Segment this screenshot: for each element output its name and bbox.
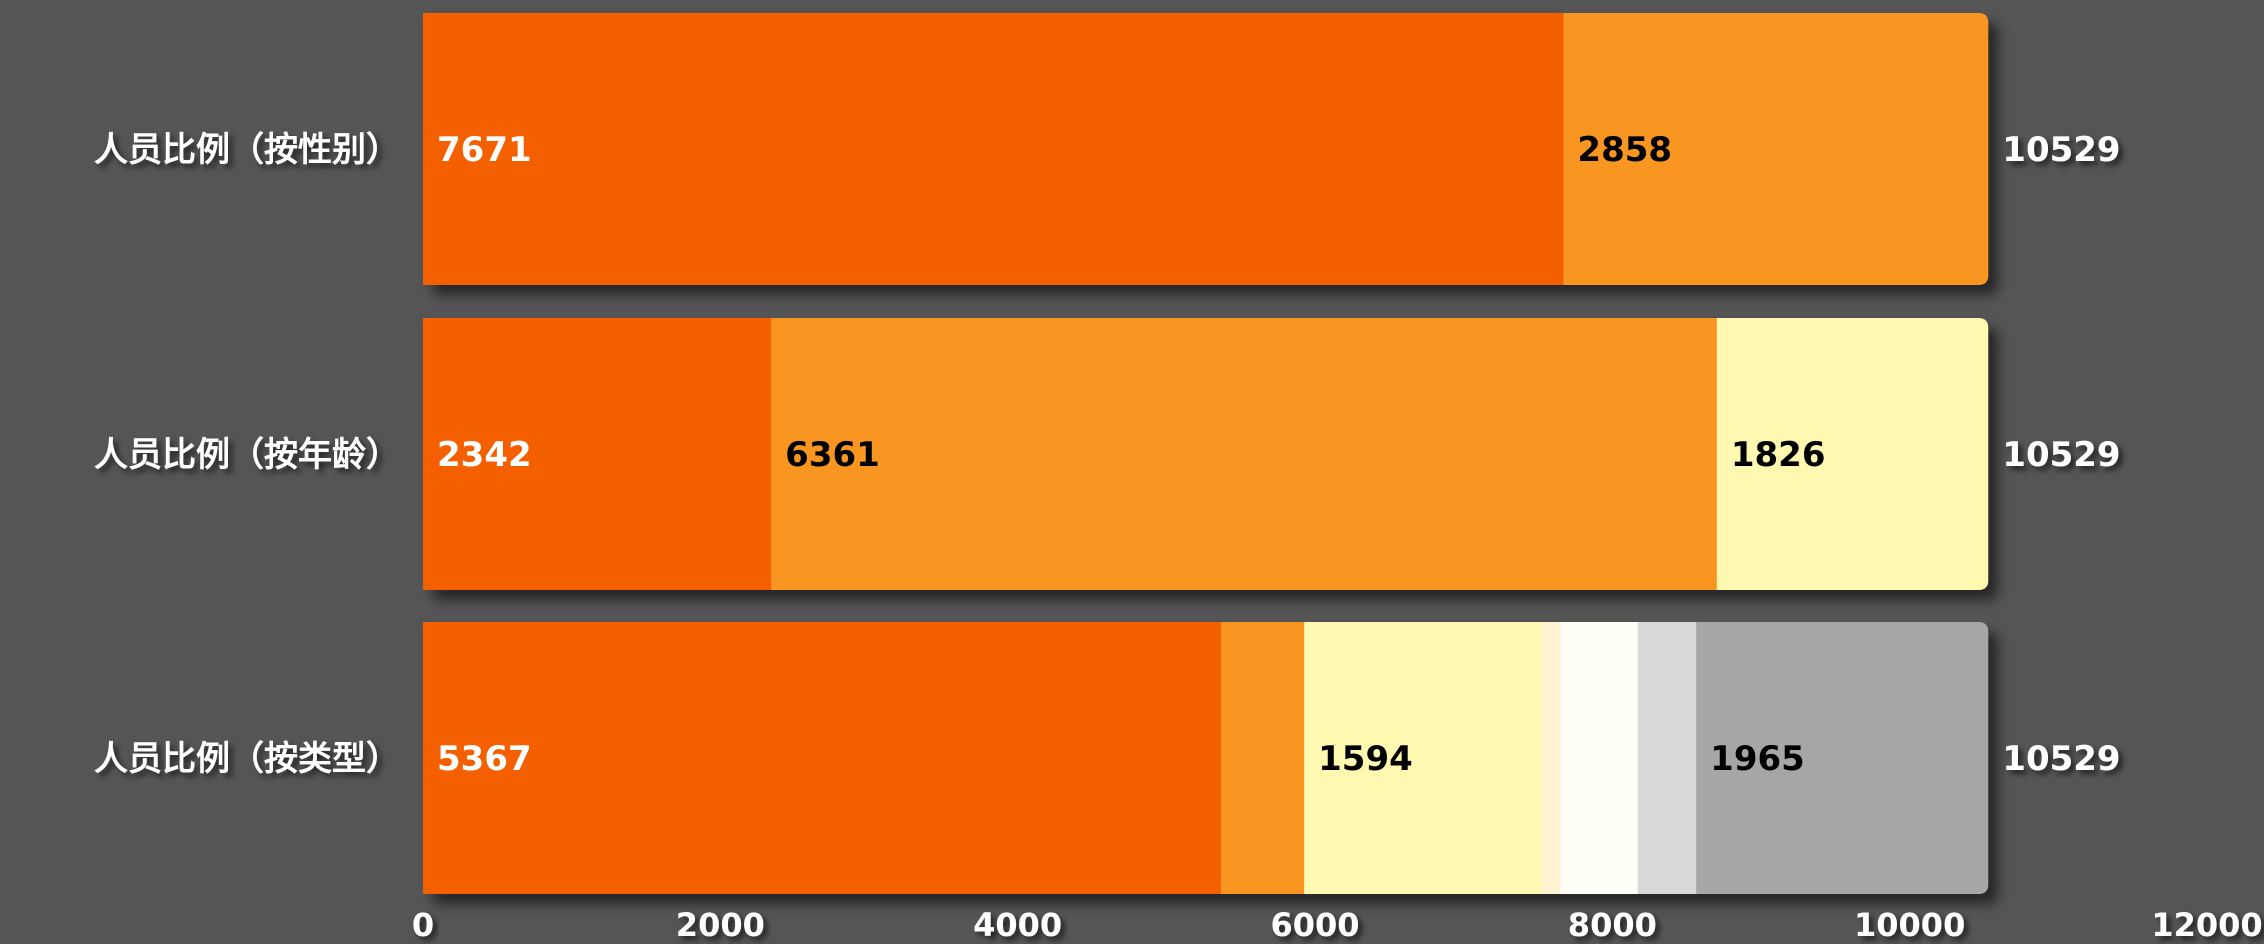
category-label: 人员比例（按类型） [94, 739, 400, 779]
segment-value-label: 6361 [785, 435, 880, 475]
bar-group-2 [423, 318, 1989, 590]
x-tick-label: 4000 [973, 906, 1062, 944]
x-tick-label: 10000 [1854, 906, 1965, 944]
segment-value-label: 1826 [1731, 435, 1826, 475]
bar-segment [1696, 622, 1989, 894]
bar-segment [1220, 622, 1305, 894]
total-value-label: 10529 [2002, 435, 2120, 475]
bar-segment [1304, 622, 1542, 894]
x-tick-label: 0 [412, 906, 434, 944]
bar-segment [1637, 622, 1697, 894]
segment-value-label: 1965 [1710, 739, 1805, 779]
segment-value-label: 5367 [437, 739, 532, 779]
category-label: 人员比例（按性别） [94, 130, 400, 170]
total-value-label: 10529 [2002, 130, 2120, 170]
bar-segment [423, 13, 1565, 285]
bar-segment [1541, 622, 1562, 894]
segment-value-label: 7671 [437, 130, 532, 170]
x-tick-label: 2000 [676, 906, 765, 944]
bar-segment [423, 318, 772, 590]
x-tick-label: 6000 [1270, 906, 1359, 944]
bar-segment [1716, 318, 1989, 590]
bar-segment [1560, 622, 1639, 894]
bar-segment [1563, 13, 1989, 285]
segment-value-label: 2342 [437, 435, 532, 475]
segment-value-label: 2858 [1577, 130, 1672, 170]
x-tick-label: 8000 [1568, 906, 1657, 944]
x-tick-label: 12000 [2151, 906, 2262, 944]
bar-group-3 [423, 622, 1989, 894]
bar-segment [423, 622, 1222, 894]
bar-group-1 [423, 13, 1989, 285]
bar-segment [771, 318, 1718, 590]
total-value-label: 10529 [2002, 739, 2120, 779]
segment-value-label: 1594 [1318, 739, 1413, 779]
category-label: 人员比例（按年龄） [94, 435, 400, 475]
